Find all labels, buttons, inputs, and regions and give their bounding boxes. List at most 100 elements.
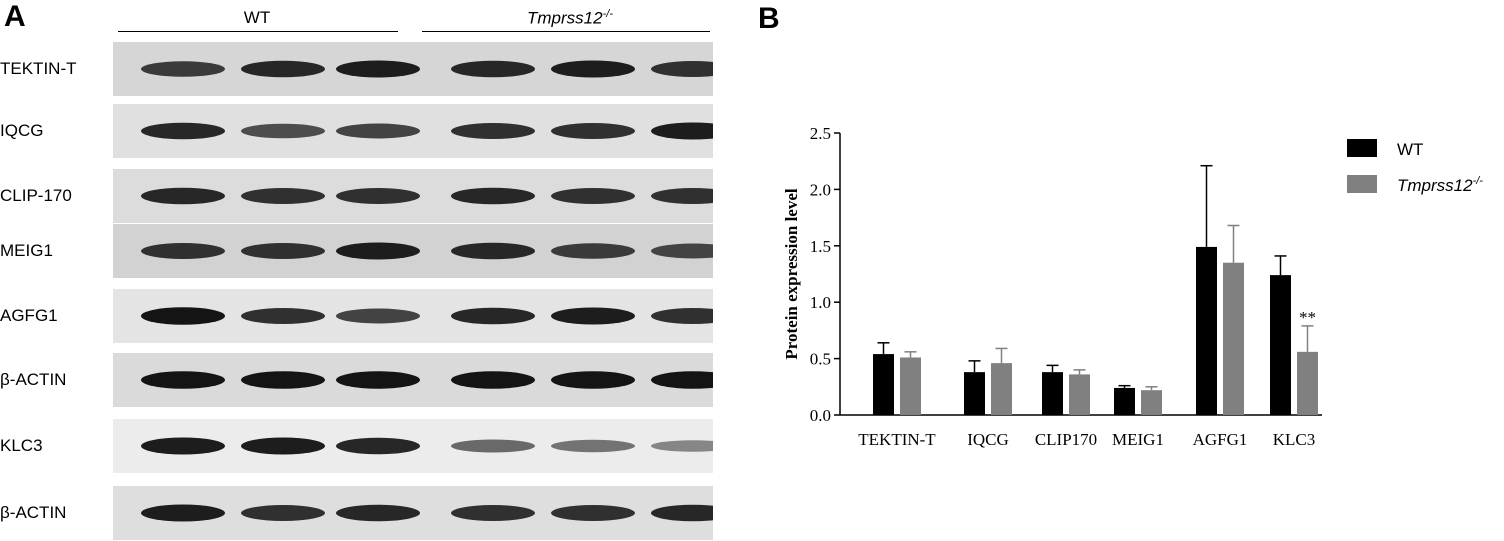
blot-band (651, 371, 713, 389)
bar (873, 354, 894, 415)
legend-swatch (1347, 139, 1377, 157)
blot-band (141, 307, 225, 325)
blot-band (141, 371, 225, 389)
bar (964, 372, 985, 415)
panel-a-letter: A (4, 0, 26, 33)
bar-chart: 0.0 0.5 1.0 1.5 2.0 2.5 Protein expression lev… (782, 124, 1483, 449)
blot-band (241, 308, 325, 324)
blot-strip (113, 419, 713, 473)
blot-row-label: TEKTIN-T (0, 59, 77, 78)
x-tick-label: KLC3 (1273, 430, 1316, 449)
blot-band (651, 308, 713, 324)
blot-band (336, 123, 420, 139)
blot-band (336, 242, 420, 260)
blot-band (651, 122, 713, 140)
panel-b-letter: B (758, 2, 780, 35)
blot-band (241, 60, 325, 78)
blot-strip (113, 224, 713, 278)
legend-label: Tmprss12-/- (1397, 175, 1483, 195)
y-tick-label: 2.0 (810, 180, 831, 199)
blot-band (141, 437, 225, 455)
blot-band (451, 439, 535, 453)
legend-label: WT (1397, 140, 1423, 159)
blot-band (241, 188, 325, 204)
blot-band (651, 440, 713, 452)
blot-band (336, 371, 420, 389)
group-label-ko: Tmprss12-/- (527, 8, 613, 28)
x-tick-label: CLIP170 (1035, 430, 1097, 449)
y-axis-label: Protein expression level (782, 188, 801, 360)
blot-strip (113, 169, 713, 223)
bar (900, 357, 921, 415)
x-tick-label: TEKTIN-T (858, 430, 936, 449)
bar (1069, 374, 1090, 415)
blot-row-label: MEIG1 (0, 241, 53, 260)
blot-band (451, 123, 535, 139)
blot-row-label: IQCG (0, 121, 44, 140)
blot-band (241, 371, 325, 389)
blot-row-label: CLIP-170 (0, 186, 72, 205)
blot-band (551, 243, 635, 259)
bar (1042, 372, 1063, 415)
group-line-wt (118, 31, 398, 32)
blot-row-label: β-ACTIN (0, 503, 67, 522)
blot-band (141, 187, 225, 205)
y-tick-label: 2.5 (810, 124, 831, 143)
blot-band (451, 60, 535, 78)
legend-swatch (1347, 175, 1377, 193)
bar (1114, 387, 1135, 415)
blot-band (141, 61, 225, 77)
blot-band (551, 307, 635, 325)
blot-row-label: AGFG1 (0, 306, 58, 325)
blot-band (141, 122, 225, 140)
blot-band (451, 307, 535, 325)
bar (1223, 262, 1244, 415)
blot-band (551, 371, 635, 389)
blot-band (451, 371, 535, 389)
bar (1141, 390, 1162, 415)
bar (991, 363, 1012, 415)
y-tick-label: 0.0 (810, 406, 831, 425)
blot-band (451, 505, 535, 521)
blot-strip (113, 104, 713, 158)
blot-strip (113, 289, 713, 343)
blot-band (241, 437, 325, 455)
blot-band (451, 242, 535, 260)
y-tick-label: 0.5 (810, 350, 831, 369)
x-tick-label: AGFG1 (1193, 430, 1248, 449)
blot-band (336, 504, 420, 522)
blot-band (551, 505, 635, 521)
bar (1270, 275, 1291, 415)
blot-band (651, 61, 713, 77)
blot-band (141, 504, 225, 522)
bar (1297, 351, 1318, 415)
blot-band (336, 188, 420, 204)
blot-band (551, 123, 635, 139)
blot-band (551, 60, 635, 78)
blot-band (551, 439, 635, 453)
blot-band (336, 60, 420, 78)
blot-band (651, 504, 713, 522)
blot-row-label: KLC3 (0, 436, 43, 455)
blot-strip (113, 486, 713, 540)
blot-band (241, 505, 325, 521)
x-tick-label: IQCG (967, 430, 1009, 449)
group-line-ko (422, 31, 710, 32)
blot-band (336, 308, 420, 324)
blot-row-label: β-ACTIN (0, 370, 67, 389)
blot-band (241, 123, 325, 139)
blot-band (141, 243, 225, 259)
blot-band (451, 187, 535, 205)
blot-band (551, 188, 635, 204)
blot-band (241, 243, 325, 259)
blot-band (336, 437, 420, 455)
blot-strip (113, 42, 713, 96)
significance-annotation: ** (1299, 308, 1316, 327)
bar (1196, 246, 1217, 415)
blot-band (651, 188, 713, 204)
y-tick-label: 1.0 (810, 293, 831, 312)
group-label-wt: WT (243, 8, 271, 27)
x-tick-label: MEIG1 (1112, 430, 1164, 449)
y-tick-label: 1.5 (810, 237, 831, 256)
blot-strip (113, 353, 713, 407)
